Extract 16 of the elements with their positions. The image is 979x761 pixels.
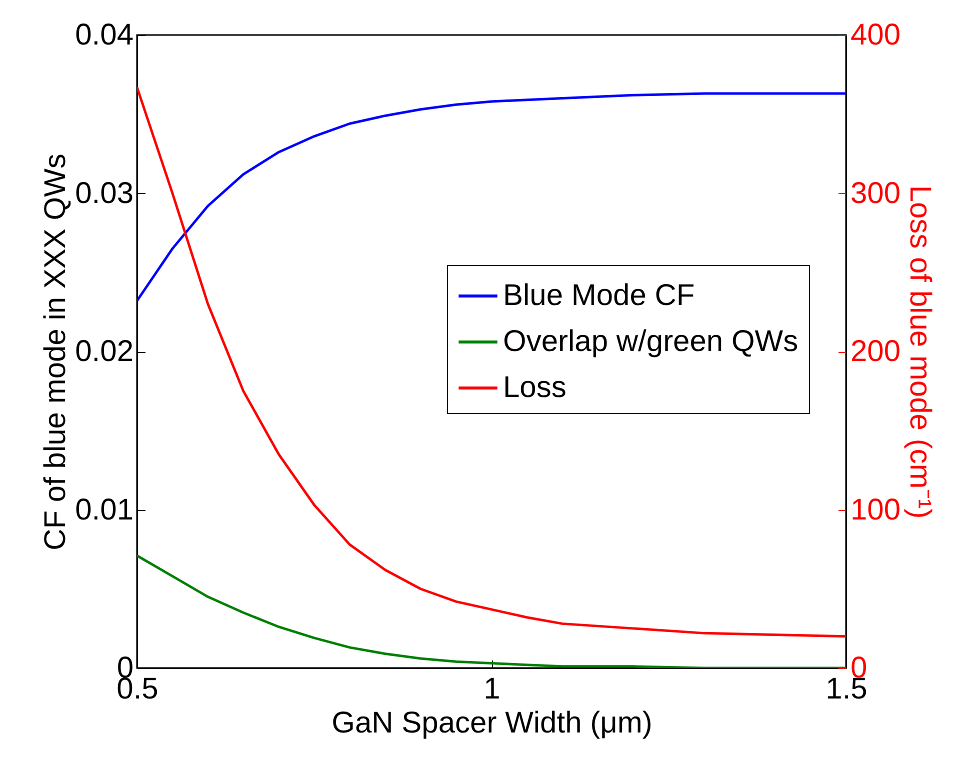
- y2-tick-label: 300: [850, 176, 901, 210]
- y-tick-label: 0.03: [75, 176, 134, 210]
- y2-tick-label: 200: [850, 335, 901, 368]
- y-tick-label: 0.01: [75, 493, 134, 526]
- y2-tick-label: 400: [850, 18, 901, 52]
- x-tick-label: 1: [484, 672, 500, 706]
- legend-label: Overlap w/green QWs: [503, 325, 798, 358]
- x-axis-title: GaN Spacer Width (μm): [332, 706, 652, 740]
- y-tick-label: 0.02: [75, 335, 134, 368]
- legend-label: Loss: [503, 371, 566, 404]
- legend-label: Blue Mode CF: [503, 279, 695, 312]
- line-series: [137, 86, 846, 638]
- y-tick-label: 0.04: [75, 18, 134, 52]
- y-axis-title: CF of blue mode in XXX QWs: [39, 154, 72, 550]
- y2-tick-label: 100: [850, 493, 901, 526]
- y2-axis-title: Loss of blue mode (cm⁻¹): [904, 185, 937, 519]
